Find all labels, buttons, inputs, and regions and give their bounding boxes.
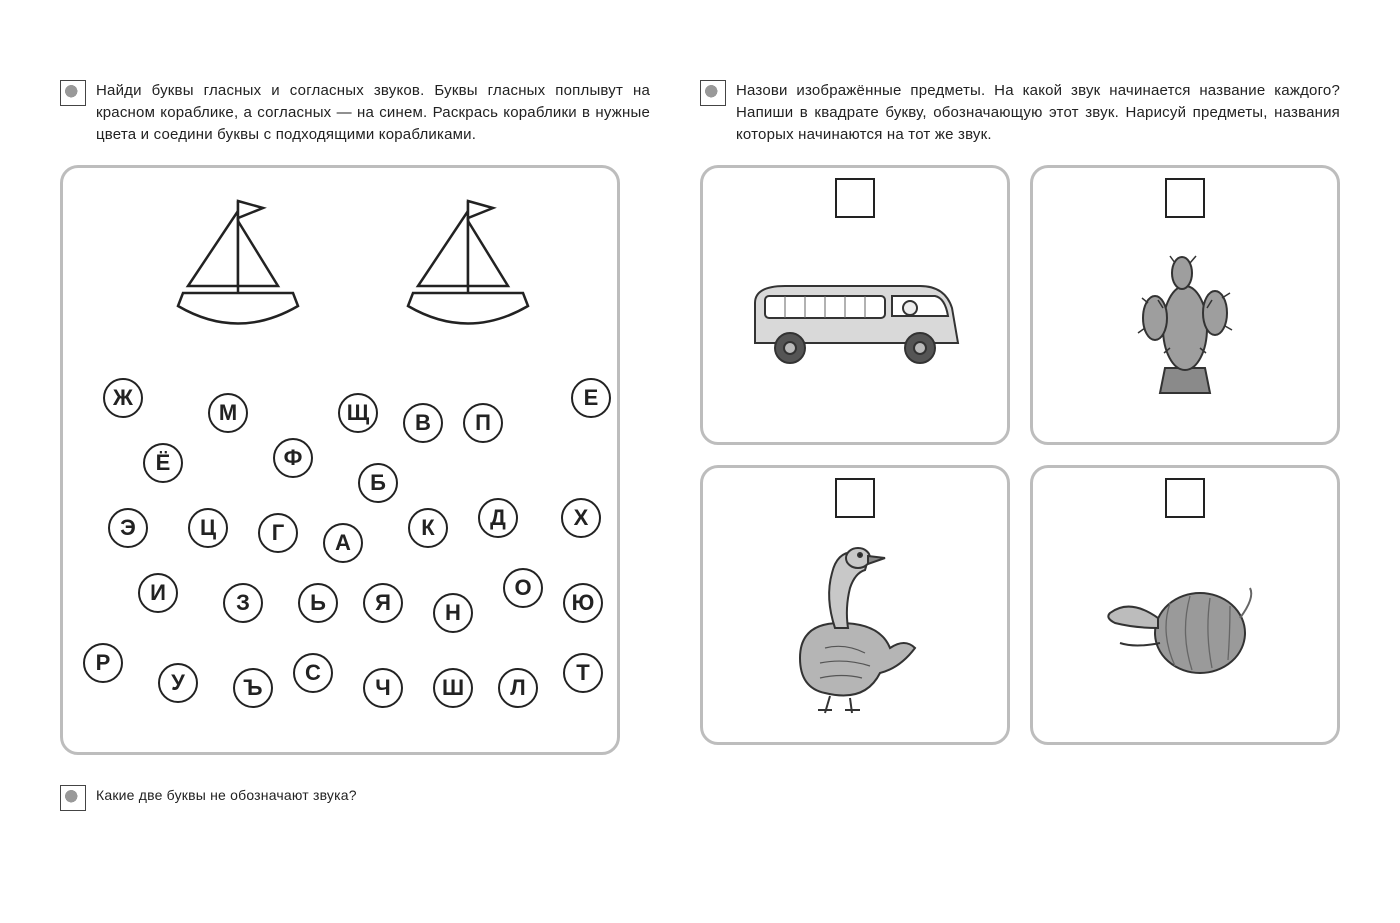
right-column: Назови изображённые предметы. На какой з… xyxy=(700,80,1340,883)
letter-bubble: Ё xyxy=(143,443,183,483)
answer-box[interactable] xyxy=(835,478,875,518)
letter-bubble: У xyxy=(158,663,198,703)
bus-icon xyxy=(703,218,1007,442)
letter-bubble: Д xyxy=(478,498,518,538)
letter-bubble: Т xyxy=(563,653,603,693)
sailboat-left-icon xyxy=(153,186,323,356)
goose-icon xyxy=(703,518,1007,742)
answer-box[interactable] xyxy=(1165,478,1205,518)
task3-header: Назови изображённые предметы. На какой з… xyxy=(700,80,1340,145)
child-icon xyxy=(60,80,86,106)
letter-bubble: Х xyxy=(561,498,601,538)
card-cactus xyxy=(1030,165,1340,445)
child-icon xyxy=(60,785,86,811)
letter-bubble: Ь xyxy=(298,583,338,623)
letter-bubble: А xyxy=(323,523,363,563)
task2-text: Какие две буквы не обозначают звука? xyxy=(96,785,357,805)
card-onion xyxy=(1030,465,1340,745)
letter-bubble: Ъ xyxy=(233,668,273,708)
letter-bubble: Е xyxy=(571,378,611,418)
letter-bubble: Л xyxy=(498,668,538,708)
card-bus xyxy=(700,165,1010,445)
letter-bubble: К xyxy=(408,508,448,548)
task2-header: Какие две буквы не обозначают звука? xyxy=(60,785,650,811)
letter-bubble: Ж xyxy=(103,378,143,418)
answer-box[interactable] xyxy=(835,178,875,218)
letter-bubble: В xyxy=(403,403,443,443)
letter-bubble: З xyxy=(223,583,263,623)
letter-bubble: Ц xyxy=(188,508,228,548)
letter-bubble: Г xyxy=(258,513,298,553)
letter-bubble: Я xyxy=(363,583,403,623)
task1-header: Найди буквы гласных и согласных звуков. … xyxy=(60,80,650,145)
letter-bubble: Э xyxy=(108,508,148,548)
cards-grid xyxy=(700,165,1340,745)
letter-bubble: Р xyxy=(83,643,123,683)
card-goose xyxy=(700,465,1010,745)
letter-bubble: П xyxy=(463,403,503,443)
letter-bubble: Н xyxy=(433,593,473,633)
cactus-icon xyxy=(1033,218,1337,442)
letter-bubble: С xyxy=(293,653,333,693)
letter-bubble: Щ xyxy=(338,393,378,433)
letter-bubble: Ш xyxy=(433,668,473,708)
letter-bubble: Б xyxy=(358,463,398,503)
letter-bubble: Ч xyxy=(363,668,403,708)
boats-panel: Ж М ЩВП Е Ё Ф Б ЭЦГА КД Х И ЗЬЯНОЮ РУЪСЧШЛТ xyxy=(60,165,620,755)
letter-bubble: М xyxy=(208,393,248,433)
onion-icon xyxy=(1033,518,1337,742)
left-column: Найди буквы гласных и согласных звуков. … xyxy=(60,80,650,883)
task3-text: Назови изображённые предметы. На какой з… xyxy=(736,80,1340,145)
task1-text: Найди буквы гласных и согласных звуков. … xyxy=(96,80,650,145)
child-icon xyxy=(700,80,726,106)
answer-box[interactable] xyxy=(1165,178,1205,218)
letter-bubble: Ф xyxy=(273,438,313,478)
letter-bubble: О xyxy=(503,568,543,608)
letter-bubble: Ю xyxy=(563,583,603,623)
sailboat-right-icon xyxy=(383,186,553,356)
letter-bubble: И xyxy=(138,573,178,613)
